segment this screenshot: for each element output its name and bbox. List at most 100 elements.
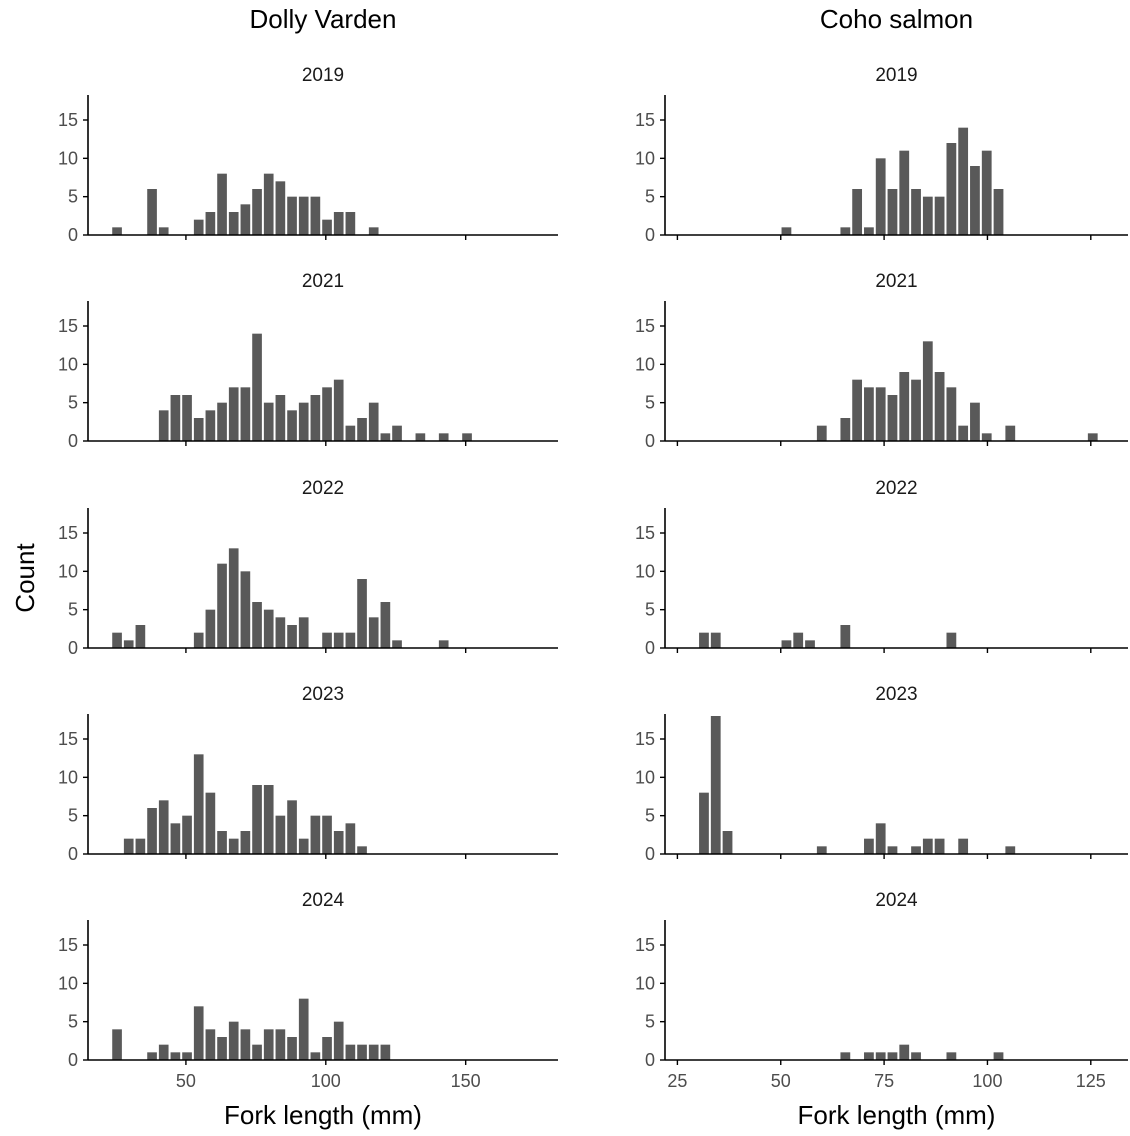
histogram-bar [240,571,251,648]
histogram-bar [970,402,980,441]
panel-dolly-varden-2024: 2024 0 5 10 15 50 100 150 Fork length (mm) [58,890,558,1130]
y-tick-label: 0 [68,431,78,451]
histogram-bar [228,387,239,441]
y-tick-label: 15 [635,110,655,130]
histogram-bar [345,425,356,441]
histogram-bar [193,1006,204,1060]
histogram-bar [922,196,933,235]
y-tick-label: 15 [635,316,655,336]
y-tick-label: 5 [68,1012,78,1032]
histogram-bar [298,196,309,235]
column-title-dolly-varden: Dolly Varden [250,4,397,34]
histogram-bar [875,387,886,441]
panel-coho-salmon-2024: 2024 0 5 10 15 25 50 75 100 125 Fork length (mm) [635,890,1128,1130]
histogram-bar [205,792,216,854]
y-tick-label: 5 [645,600,655,620]
panel-title: 2023 [302,684,344,705]
y-tick-label: 0 [68,1050,78,1070]
histogram-bar [193,219,204,235]
y-tick-label: 15 [58,316,78,336]
panel-dolly-varden-2022: 2022 0 5 10 15 [58,478,558,658]
panel-title: 2022 [875,478,917,499]
histogram-bar [158,800,169,854]
histogram-bar [840,625,851,648]
histogram-bar [275,395,286,441]
histogram-bar [298,617,309,648]
y-tick-label: 0 [68,638,78,658]
histogram-bar [946,387,957,441]
histogram-bar [205,609,216,648]
histogram-bar [816,425,827,441]
y-tick-label: 15 [635,729,655,749]
y-tick-label: 10 [58,354,78,374]
histogram-bar [158,1044,169,1060]
panel-title: 2023 [875,684,917,705]
histogram-bar [357,1044,367,1060]
histogram-bar [875,823,886,854]
histogram-bar [415,433,426,441]
histogram-bar [170,823,181,854]
histogram-bar [946,632,957,648]
histogram-bar [699,792,709,854]
histogram-bar [193,632,204,648]
histogram-bar [1005,846,1016,854]
histogram-bar [322,219,332,235]
histogram-bar [710,716,721,854]
panel-title: 2021 [875,271,917,292]
histogram-bar [170,1052,181,1060]
histogram-bar [934,196,945,235]
histogram-bar [310,196,321,235]
y-tick-label: 15 [58,110,78,130]
y-tick-label: 10 [58,973,78,993]
histogram-bar [182,815,192,854]
histogram-bar [840,227,851,235]
histogram-bar [380,1044,391,1060]
histogram-bar [357,418,367,441]
histogram-bar [710,632,721,648]
histogram-bar [322,387,332,441]
histogram-bar [864,227,874,235]
panel-coho-salmon-2021: 2021 0 5 10 15 [635,271,1128,451]
panel-title: 2024 [875,890,918,911]
histogram-bar [864,387,874,441]
x-tick-label: 150 [451,1071,481,1091]
histogram-bar [958,127,969,235]
histogram-bar [816,846,827,854]
y-tick-label: 10 [635,148,655,168]
histogram-bar [322,1037,332,1060]
y-tick-label: 5 [68,600,78,620]
histogram-bar [438,640,449,648]
y-tick-label: 5 [68,187,78,207]
y-tick-label: 10 [58,767,78,787]
histogram-bar [333,1021,344,1060]
histogram-bar [357,579,367,648]
x-tick-label: 25 [667,1071,687,1091]
histogram-bar [911,1052,921,1060]
panel-coho-salmon-2019: 2019 0 5 10 15 [635,65,1128,245]
histogram-bar [1087,433,1098,441]
histogram-bar [946,1052,957,1060]
histogram-bar [310,395,321,441]
panel-coho-salmon-2023: 2023 0 5 10 15 [635,684,1128,864]
histogram-bar [193,754,204,854]
histogram-bar [699,632,709,648]
histogram-bar [922,341,933,441]
histogram-bar [899,150,910,235]
histogram-bar [333,632,344,648]
histogram-bar [392,425,402,441]
histogram-bar [228,1021,239,1060]
histogram-bar [205,1029,216,1060]
histogram-bar [182,1052,192,1060]
histogram-bar [217,173,227,235]
histogram-bar [392,640,402,648]
histogram-bar [345,1044,356,1060]
y-tick-label: 15 [635,935,655,955]
y-tick-label: 10 [635,973,655,993]
y-tick-label: 15 [58,935,78,955]
histogram-bar [228,548,239,648]
histogram-bar [263,1029,274,1060]
histogram-bar [864,1052,874,1060]
histogram-bar [368,1044,379,1060]
histogram-bar [147,808,157,854]
